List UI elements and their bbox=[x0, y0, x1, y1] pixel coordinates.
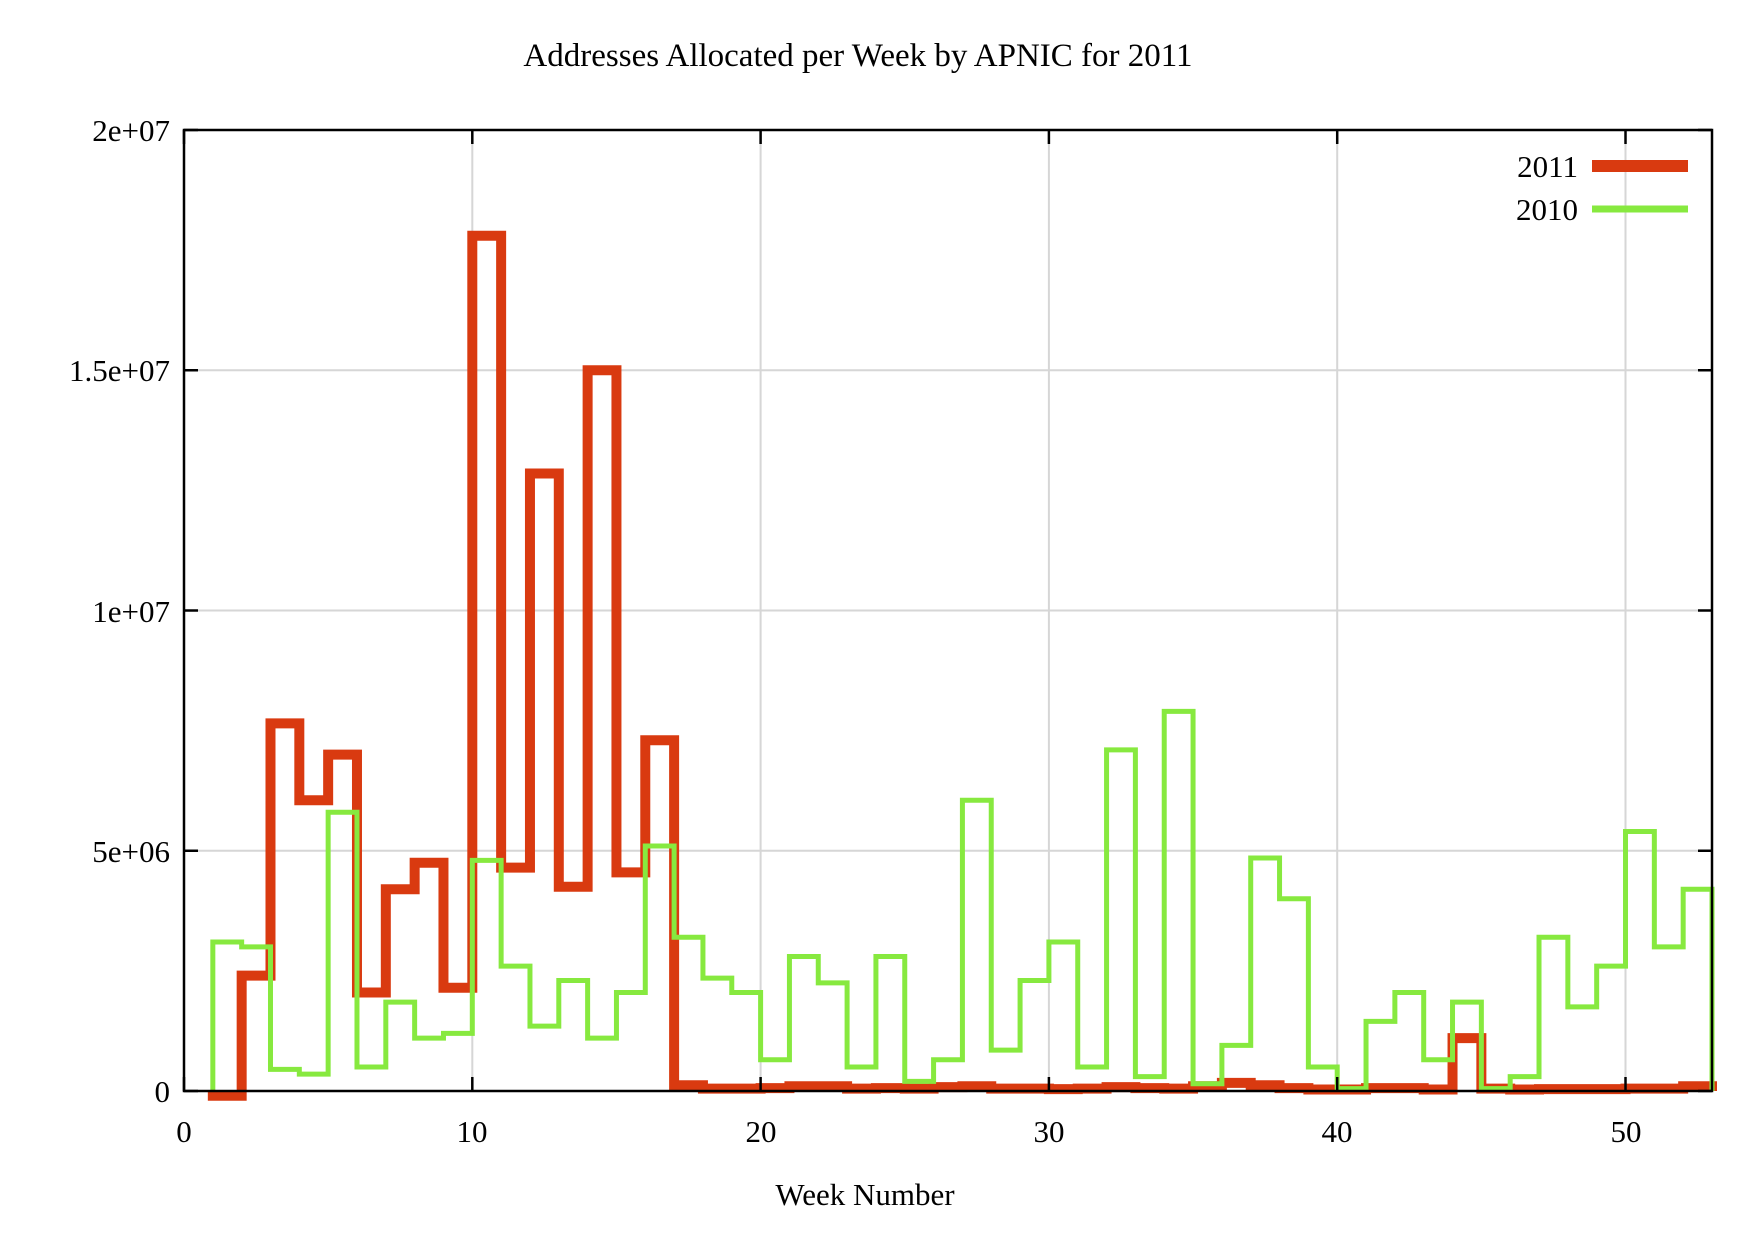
x-tick-label-40: 40 bbox=[1322, 1114, 1353, 1149]
y-tick-label-0: 0 bbox=[155, 1074, 171, 1109]
y-tick-label-1.5e07: 1.5e+07 bbox=[69, 353, 170, 388]
axis-ticks bbox=[182, 128, 1712, 1093]
legend-label-2010: 2010 bbox=[1516, 192, 1578, 227]
y-tick-label-2e07: 2e+07 bbox=[92, 113, 170, 148]
series-line-2010 bbox=[210, 708, 1715, 1092]
legend-label-2011: 2011 bbox=[1517, 149, 1578, 184]
x-tick-label-0: 0 bbox=[176, 1114, 192, 1149]
y-tick-label-5e06: 5e+06 bbox=[92, 834, 170, 869]
gridlines bbox=[184, 130, 1712, 1091]
chart-title: Addresses Allocated per Week by APNIC fo… bbox=[523, 38, 1192, 74]
y-tick-label-1e07: 1e+07 bbox=[92, 594, 170, 629]
x-tick-label-10: 10 bbox=[457, 1114, 488, 1149]
series-line-2011 bbox=[207, 230, 1717, 1101]
x-tick-label-20: 20 bbox=[746, 1114, 777, 1149]
x-tick-label-50: 50 bbox=[1611, 1114, 1642, 1149]
x-axis-title: Week Number bbox=[775, 1177, 955, 1212]
legend: 2011 2010 bbox=[1516, 149, 1688, 227]
x-tick-label-30: 30 bbox=[1034, 1114, 1065, 1149]
